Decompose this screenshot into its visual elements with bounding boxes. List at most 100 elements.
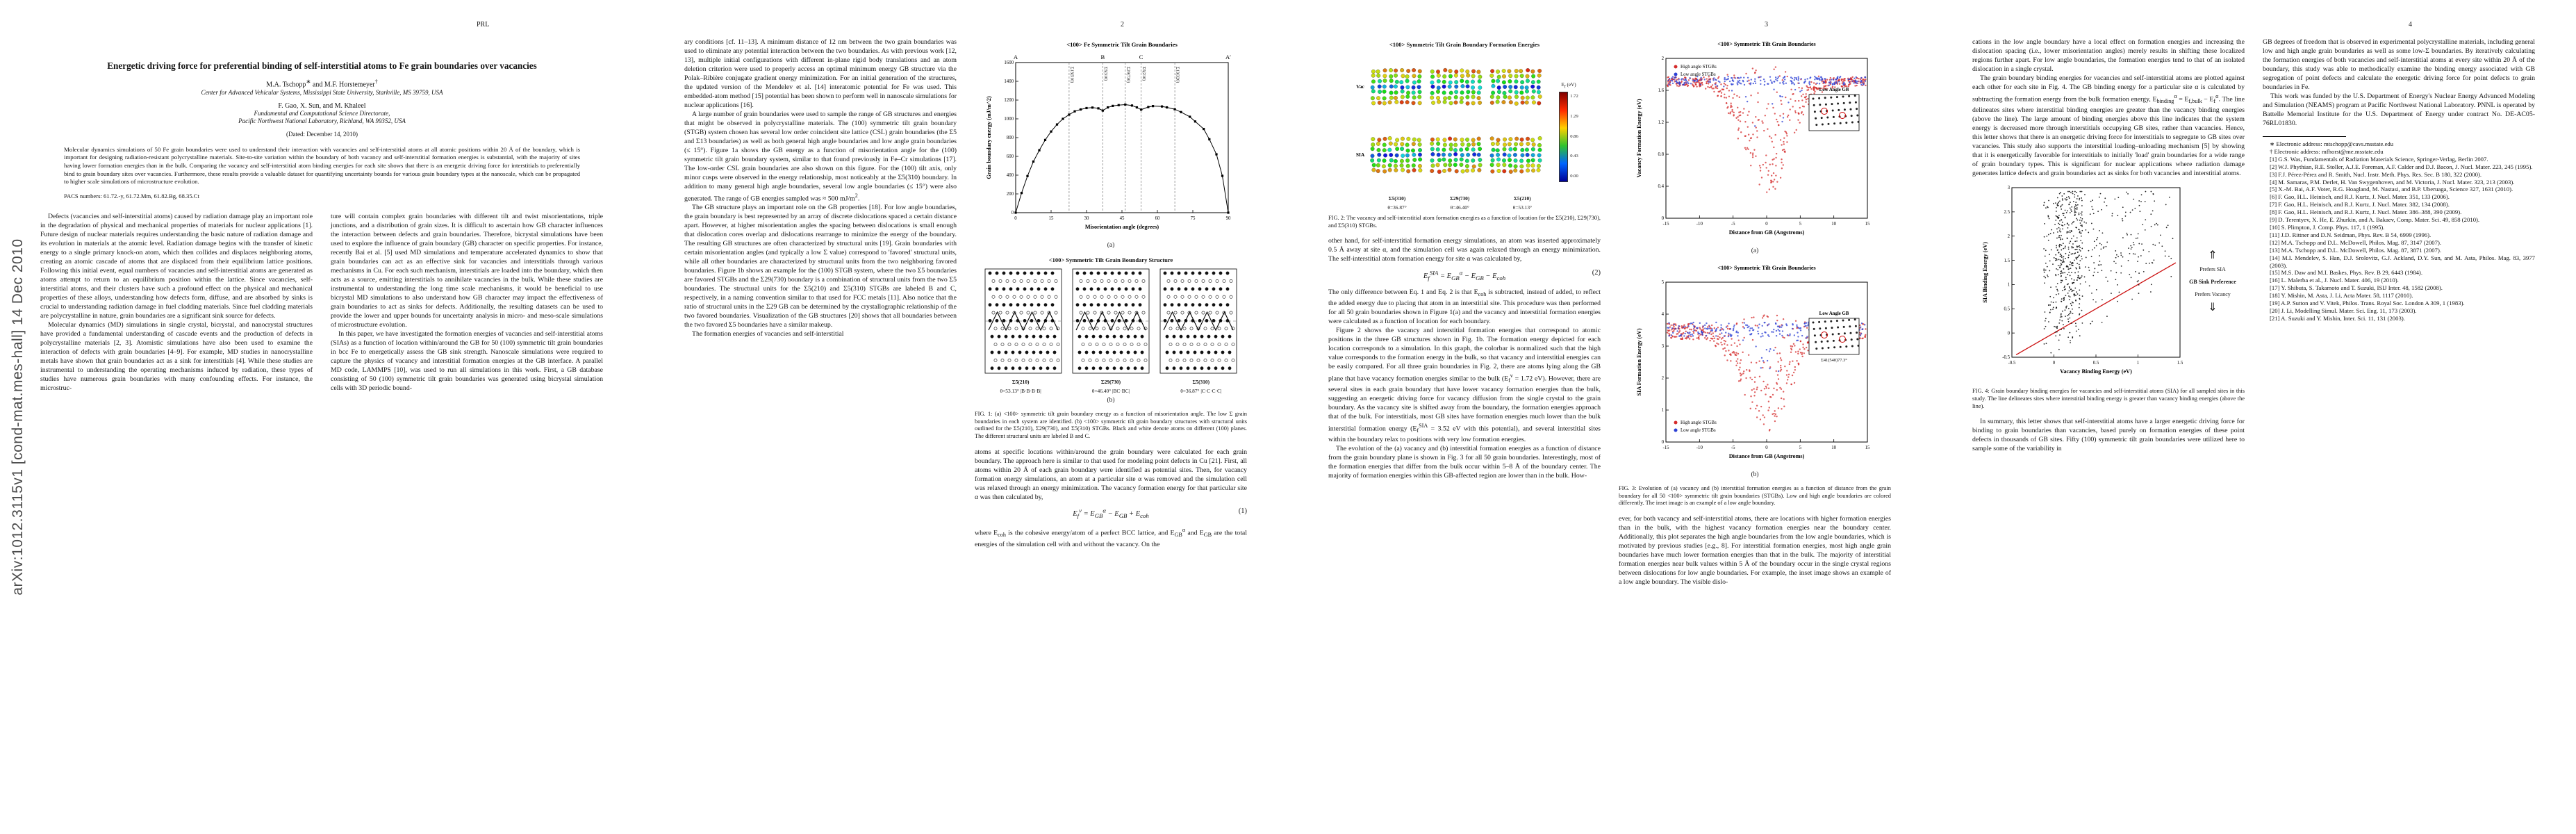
fig2-title: <100> Symmetric Tilt Grain Boundary Form… — [1389, 41, 1540, 48]
figure-4-caption: FIG. 4: Grain boundary binding energies … — [1972, 388, 2245, 409]
page-4-left-text-a: cations in the low angle boundary have a… — [1972, 38, 2245, 178]
fig4-scatter: -0.5 0 0.5 1 1.5 -0.5 0 0.5 1 1.5 2 2.5 3 Vacancy Bin… — [1982, 186, 2183, 375]
page-3-right-text: ever, for both vacancy and self-intersti… — [1619, 514, 1891, 587]
fig1b-panel-label-item: Σ5(310) θ=36.87° |C·C·C·C| — [1180, 379, 1222, 394]
svg-text:600: 600 — [1007, 154, 1014, 159]
svg-text:0: 0 — [1014, 216, 1017, 221]
paragraph: In summary, this letter shows that self-… — [1972, 418, 2245, 453]
paragraph: † Electronic address: mfhorst@me.msstate… — [2270, 147, 2384, 155]
fig1a-panel-label: (a) — [1107, 242, 1115, 249]
svg-text:High angle STGBs: High angle STGBs — [1681, 65, 1717, 70]
svg-text:-0.5: -0.5 — [2002, 355, 2010, 360]
paragraph: The grain boundary binding energies for … — [1972, 74, 2245, 178]
svg-text:200: 200 — [1007, 192, 1014, 197]
down-arrow-icon: ⇓ — [2208, 301, 2218, 313]
up-arrow-icon: ⇑ — [2208, 249, 2218, 261]
figure-1a: <100> Fe Symmetric Tilt Grain Boundaries… — [975, 38, 1247, 250]
author-line-2: F. Gao, X. Sun, and M. Khaleel — [278, 101, 366, 110]
svg-text:SIA: SIA — [1356, 152, 1365, 158]
figure-3b: <100> Symmetric Tilt Grain Boundaries -15… — [1619, 261, 1891, 480]
paragraph: Figure 2 shows the vacancy and interstit… — [1328, 326, 1601, 444]
fig4-annotations: ⇑ Prefers SIA GB Sink Preference Prefers… — [2187, 250, 2238, 313]
svg-text:Grain boundary energy (mJ/m^2): Grain boundary energy (mJ/m^2) — [986, 96, 992, 179]
affiliation-1: Center for Advanced Vehicular Systems, M… — [201, 88, 443, 96]
fig4-scatter-holder: -0.5 0 0.5 1 1.5 -0.5 0 0.5 1 1.5 2 2.5 3 Vacancy Bin… — [1979, 178, 2187, 385]
paragraph: [21] A. Suzuki and Y. Mishin, Inter. Sci… — [2270, 314, 2405, 322]
page-2-columns: ary conditions [cf. 11–13]. A minimum di… — [644, 0, 1288, 549]
paragraph: GB degrees of freedom that is observed i… — [2263, 38, 2535, 91]
svg-text:400: 400 — [1007, 173, 1014, 178]
fig2-colorbar-block: Ef (eV) 1.72 1.29 0.86 0.43 0.00 — [1559, 81, 1578, 183]
paragraph: [2] W.J. Phythian, R.E. Stoller, A.J.E. … — [2270, 163, 2533, 170]
paragraph: ever, for both vacancy and self-intersti… — [1619, 515, 1891, 587]
svg-text:1: 1 — [2137, 361, 2139, 366]
svg-text:Vac: Vac — [1356, 83, 1364, 90]
svg-text:1.5: 1.5 — [2177, 361, 2183, 366]
paragraph: [15] M.S. Daw and M.I. Baskes, Phys. Rev… — [2270, 269, 2422, 277]
svg-text:1.6: 1.6 — [1658, 88, 1665, 93]
affiliation-2b: Pacific Northwest National Laboratory, R… — [238, 117, 406, 125]
svg-text:1.5: 1.5 — [2004, 259, 2011, 263]
paragraph: The GB structure plays an important role… — [684, 204, 957, 329]
svg-text:-5: -5 — [1731, 445, 1735, 450]
paragraph: [1] G.S. Was, Fundamentals of Radiation … — [2270, 155, 2488, 163]
paragraph: Defects (vacancies and self-interstitial… — [40, 212, 313, 320]
figure-1b: <100> Symmetric Tilt Grain Boundary Stru… — [975, 256, 1247, 405]
paragraph: [3] F.J. Pérez-Pérez and R. Smith, Nucl.… — [2270, 170, 2482, 178]
svg-text:2.5: 2.5 — [2004, 210, 2011, 215]
fig2-column-label-item: Σ5(310) θ=36.87° — [1387, 195, 1407, 211]
fig2-body: Vac SIA Σ5(310) θ=36.87° Σ29(730) θ=46.40° Σ5… — [1328, 51, 1601, 212]
svg-text:2: 2 — [1662, 56, 1665, 61]
paragraph: ∗ Electronic address: mtschopp@cavs.msst… — [2270, 140, 2394, 147]
svg-text:1200: 1200 — [1004, 98, 1014, 103]
svg-text:2: 2 — [1662, 376, 1665, 381]
page-3: 3 <100> Symmetric Tilt Grain Boundary Fo… — [1288, 0, 1932, 834]
page-4: 4 cations in the low angle boundary have… — [1932, 0, 2576, 834]
page-1-columns: Defects (vacancies and self-interstitial… — [0, 199, 644, 393]
fig1b-title: <100> Symmetric Tilt Grain Boundary Stru… — [1048, 256, 1173, 263]
paragraph: [12] M.A. Tschopp and D.L. McDowell, Phi… — [2270, 238, 2442, 246]
colorbar-tick: 0.43 — [1570, 154, 1578, 159]
paragraph: [18] Y. Mishin, M. Asta, J. Li, Acta Mat… — [2270, 292, 2413, 300]
paragraph: [6] F. Gao, H.L. Heinisch, and R.J. Kurt… — [2270, 193, 2450, 201]
fig2-column-label-item: Σ29(730) θ=46.40° — [1450, 195, 1470, 211]
svg-text:Σ5(310): Σ5(310) — [1103, 67, 1108, 81]
svg-text:0: 0 — [1765, 222, 1768, 227]
page-3-right-column: <100> Symmetric Tilt Grain Boundaries -15… — [1619, 38, 1891, 587]
svg-text:Σ29(730): Σ29(730) — [1125, 67, 1130, 83]
svg-text:1.2: 1.2 — [1658, 120, 1665, 125]
svg-text:Σ41(540)77.3°: Σ41(540)77.3° — [1821, 358, 1847, 363]
svg-text:1400: 1400 — [1004, 79, 1014, 84]
svg-text:<100> Symmetric Tilt Grain Bou: <100> Symmetric Tilt Grain Boundaries — [1717, 41, 1815, 47]
page-3-number: 3 — [1764, 21, 1768, 28]
svg-text:5: 5 — [1662, 280, 1665, 285]
page-2: 2 ary conditions [cf. 11–13]. A minimum … — [644, 0, 1288, 834]
page-1-header: PRL — [476, 21, 490, 28]
paragraph: The only difference between Eq. 1 and Eq… — [1328, 288, 1601, 325]
svg-text:4: 4 — [1662, 312, 1665, 317]
svg-text:Low angle STGBs: Low angle STGBs — [1681, 72, 1716, 77]
page-2-right-text-b: where Ecoh is the cohesive energy/atom o… — [975, 525, 1247, 548]
svg-text:Distance from GB (Angstroms): Distance from GB (Angstroms) — [1729, 453, 1805, 459]
page-3-left-text-b: The only difference between Eq. 1 and Eq… — [1328, 288, 1601, 480]
fig4-sink-preference-label: GB Sink Preference — [2189, 278, 2236, 285]
page-3-left-text-a: other hand, for self-interstitial format… — [1328, 236, 1601, 263]
svg-text:0.5: 0.5 — [2093, 361, 2099, 366]
paragraph: ary conditions [cf. 11–13]. A minimum di… — [684, 38, 957, 109]
paragraph: ture will contain complex grain boundari… — [331, 212, 603, 329]
page-1-left-column: Defects (vacancies and self-interstitial… — [40, 212, 313, 393]
equation-2: EfSIA = EGBα − EGB − Ecoh (2) — [1328, 268, 1601, 283]
figure-1-caption: FIG. 1: (a) <100> symmetric tilt grain b… — [975, 411, 1247, 440]
fig3a-scatter: <100> Symmetric Tilt Grain Boundaries -15… — [1636, 41, 1870, 236]
arxiv-stamp: arXiv:1012.3115v1 [cond-mat.mes-hall] 14… — [10, 238, 26, 596]
svg-text:-10: -10 — [1696, 445, 1703, 450]
fig1b-panel-label-item: Σ29(730) θ=46.40° |BC·BC| — [1091, 379, 1130, 394]
paragraph: [4] M. Samaras, P.M. Derlet, H. Van Swyg… — [2270, 178, 2515, 186]
svg-text:15: 15 — [1865, 445, 1870, 450]
colorbar-tick: 1.72 — [1570, 94, 1578, 99]
fig3b-scatter-holder: <100> Symmetric Tilt Grain Boundaries -15… — [1619, 261, 1891, 470]
page-1-right-column: ture will contain complex grain boundari… — [331, 212, 603, 393]
fig1a-chart: <100> Fe Symmetric Tilt Grain Boundaries… — [986, 41, 1231, 230]
svg-text:Vacancy Formation Energy (eV): Vacancy Formation Energy (eV) — [1636, 99, 1642, 177]
fig1b-panel-label: (b) — [1107, 397, 1115, 404]
